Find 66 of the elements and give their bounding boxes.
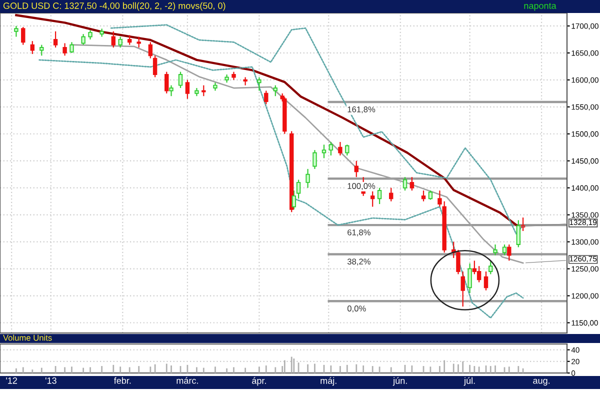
candlestick xyxy=(328,141,334,156)
x-tick-label: aug. xyxy=(533,378,550,386)
annotation: 161,8% xyxy=(348,106,376,114)
x-tick-label: febr. xyxy=(114,377,131,384)
candlestick xyxy=(345,144,350,156)
candlestick xyxy=(136,36,141,48)
candlestick xyxy=(169,84,174,97)
x-tick-label: '13 xyxy=(45,377,56,384)
candlestick xyxy=(185,79,190,100)
candlestick xyxy=(389,187,394,202)
candlestick xyxy=(53,30,58,48)
candlestick xyxy=(502,244,507,256)
candlestick xyxy=(164,71,169,94)
candlestick xyxy=(493,244,498,256)
candlestick xyxy=(377,187,382,205)
candlestick xyxy=(354,160,359,178)
candlestick xyxy=(507,244,512,262)
candlestick xyxy=(264,90,268,105)
candlestick xyxy=(88,30,92,40)
annotation: 38,2% xyxy=(347,258,370,266)
candlestick xyxy=(273,84,278,97)
candlestick xyxy=(148,42,153,59)
text: naponta xyxy=(524,3,556,11)
candlestick xyxy=(428,190,433,200)
candlestick xyxy=(306,168,310,188)
x-tick-label: máj. xyxy=(320,377,336,386)
annotation: 100,0% xyxy=(348,183,376,190)
candlestick xyxy=(30,40,35,55)
annotation: 61,8% xyxy=(348,229,370,236)
x-tick-label: júl. xyxy=(464,377,475,386)
candlestick xyxy=(152,55,158,78)
annotation: 0,0% xyxy=(347,306,366,312)
x-tick-label: jún. xyxy=(392,377,407,386)
candlestick xyxy=(292,190,296,210)
x-tick-label: márc. xyxy=(176,377,198,384)
chart-title: GOLD USD C: 1327,50 -4,00 boll(20, 2, -2) movs(50, 0) xyxy=(3,2,226,11)
x-tick-label: ápr. xyxy=(252,377,266,386)
candlestick xyxy=(312,150,317,170)
candlestick xyxy=(322,144,326,159)
candlestick xyxy=(484,270,488,291)
candlestick xyxy=(296,179,301,200)
candlestick xyxy=(460,270,465,308)
chart-title: Volume Units xyxy=(3,334,52,341)
candlestick xyxy=(476,266,482,283)
candlestick xyxy=(338,141,342,156)
candlestick xyxy=(81,33,86,46)
candlestick xyxy=(62,42,67,56)
candlestick xyxy=(14,25,18,38)
candlestick xyxy=(410,176,414,192)
candlestick xyxy=(70,42,74,54)
candlestick xyxy=(402,176,408,192)
candlestick xyxy=(21,26,26,46)
candlestick xyxy=(488,260,493,275)
candlestick xyxy=(111,30,116,48)
candlestick xyxy=(370,190,375,208)
candlestick xyxy=(127,34,132,46)
candlestick xyxy=(257,76,262,92)
x-tick-label: '12 xyxy=(6,377,17,384)
candlestick xyxy=(202,84,206,97)
candlestick xyxy=(178,71,183,89)
candlestick xyxy=(118,36,122,48)
candlestick xyxy=(40,44,44,56)
candlestick xyxy=(421,190,426,202)
candlestick xyxy=(468,262,472,294)
candlestick xyxy=(516,220,521,248)
line-series xyxy=(38,59,524,319)
